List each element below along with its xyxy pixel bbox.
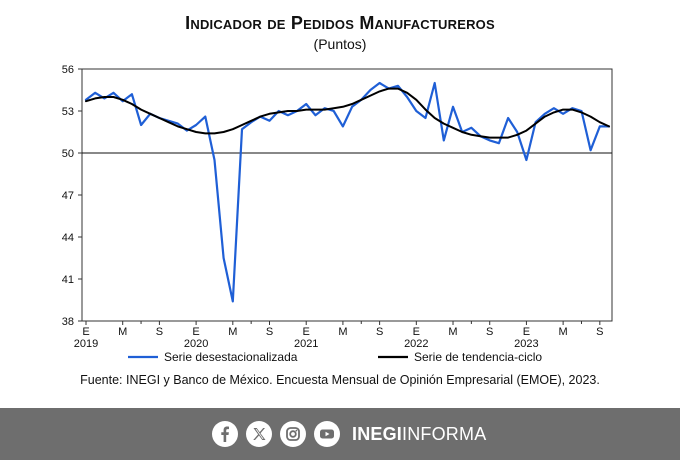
x-year-label: 2020: [184, 338, 208, 350]
x-tick-label: M: [448, 326, 457, 338]
y-tick-label: 41: [62, 274, 74, 286]
chart-title: Indicador de Pedidos Manufactureros: [185, 13, 495, 33]
source-note: Fuente: INEGI y Banco de México. Encuest…: [80, 373, 600, 387]
youtube-icon[interactable]: [314, 421, 340, 447]
social-links: INEGIINFORMA: [212, 420, 486, 448]
x-year-label: 2019: [74, 338, 98, 350]
y-tick-label: 50: [62, 148, 74, 160]
x-tick-label: E: [303, 326, 310, 338]
x-icon[interactable]: [246, 421, 272, 447]
y-tick-label: 53: [62, 106, 74, 118]
x-year-label: 2022: [404, 338, 428, 350]
x-tick-label: E: [413, 326, 420, 338]
x-tick-label: S: [156, 326, 163, 338]
y-tick-label: 47: [62, 190, 74, 202]
y-axis: 38 41 44 47 50 53 56: [62, 64, 82, 328]
brand-light: INFORMA: [402, 423, 487, 444]
plot-area: [81, 68, 613, 322]
x-tick-label: E: [192, 326, 199, 338]
x-year-label: 2023: [514, 338, 538, 350]
y-tick-label: 38: [62, 316, 74, 328]
x-tick-label: M: [338, 326, 347, 338]
series-group: [84, 81, 611, 303]
x-tick-label: S: [266, 326, 273, 338]
y-tick-label: 56: [62, 64, 74, 76]
x-tick-label: S: [486, 326, 493, 338]
x-year-label: 2021: [294, 338, 318, 350]
footer-bar: INEGIINFORMA: [0, 408, 680, 460]
legend-label: Serie de tendencia-ciclo: [414, 350, 542, 364]
x-tick-label: M: [228, 326, 237, 338]
legend-label: Serie desestacionalizada: [164, 350, 298, 364]
x-tick-label: S: [376, 326, 383, 338]
y-tick-label: 44: [62, 232, 74, 244]
facebook-icon[interactable]: [212, 421, 238, 447]
x-tick-label: M: [559, 326, 568, 338]
x-tick-label: E: [82, 326, 89, 338]
chart-subtitle: (Puntos): [313, 36, 367, 52]
legend: Serie desestacionalizada Serie de tendenc…: [128, 350, 542, 364]
x-tick-label: M: [118, 326, 127, 338]
series-line-desestacionalizada: [84, 81, 611, 303]
brand-logo: INEGIINFORMA: [352, 424, 486, 445]
x-tick-label: S: [596, 326, 603, 338]
instagram-icon[interactable]: [280, 421, 306, 447]
brand-bold: INEGI: [352, 423, 403, 444]
series-line-tendencia-ciclo: [85, 87, 610, 139]
x-tick-label: E: [523, 326, 530, 338]
